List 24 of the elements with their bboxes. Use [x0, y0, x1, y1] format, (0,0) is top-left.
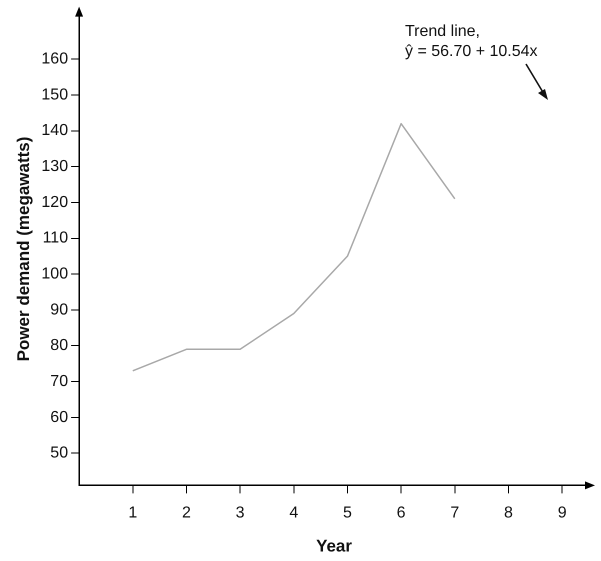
annotation: Trend line, ŷ = 56.70 + 10.54x	[405, 22, 538, 62]
y-tick-label: 110	[42, 230, 68, 247]
y-tick-label: 60	[50, 408, 68, 426]
y-tick-label: 100	[41, 265, 68, 282]
x-tick-label: 4	[289, 504, 298, 522]
y-tick-label: 160	[41, 50, 68, 68]
x-tick-label: 7	[450, 504, 460, 522]
x-tick-label: 1	[128, 504, 138, 522]
x-tick-label: 8	[504, 504, 514, 522]
x-tick-label: 5	[343, 504, 352, 522]
y-tick-label: 140	[41, 122, 68, 140]
y-axis-title: Power demand (megawatts)	[14, 136, 33, 362]
x-tick-label: 6	[396, 504, 406, 522]
y-tick-label: 150	[41, 86, 68, 104]
x-tick-label: 2	[182, 504, 191, 522]
x-tick-label: 9	[558, 504, 567, 522]
x-tick-label: 3	[236, 504, 245, 522]
y-tick-label: 50	[50, 444, 68, 462]
y-tick-label: 130	[41, 158, 68, 176]
y-tick-label: 80	[50, 337, 68, 354]
y-tick-label: 70	[50, 372, 68, 390]
y-tick-label: 90	[50, 301, 68, 318]
y-tick-label: 120	[41, 194, 68, 211]
x-axis-title: Year	[316, 536, 352, 556]
